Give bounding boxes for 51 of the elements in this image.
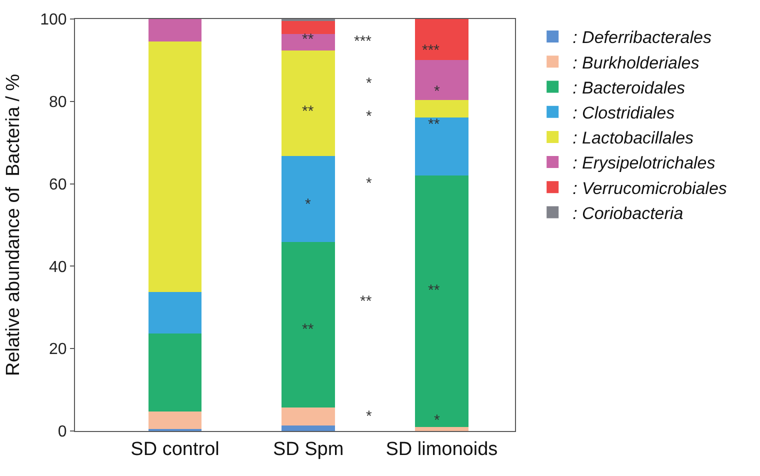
y-tick-label: 20 bbox=[49, 341, 67, 358]
bar bbox=[282, 408, 335, 426]
x-tick-label: SD limonoids bbox=[386, 438, 498, 460]
bar bbox=[282, 426, 335, 431]
annotation: ** bbox=[302, 31, 314, 48]
annotation: ** bbox=[360, 293, 372, 310]
bar bbox=[415, 19, 468, 60]
bar bbox=[415, 60, 468, 100]
legend-label: : Verrucomicrobiales bbox=[572, 178, 728, 198]
annotation: * bbox=[366, 108, 372, 125]
bar bbox=[282, 34, 335, 51]
bar bbox=[415, 100, 468, 118]
y-tick-label: 100 bbox=[40, 12, 67, 29]
bar bbox=[148, 292, 202, 334]
bar bbox=[282, 156, 335, 242]
bar bbox=[282, 50, 335, 156]
annotation: * bbox=[434, 412, 440, 429]
bar bbox=[415, 426, 468, 431]
annotation: * bbox=[366, 408, 372, 425]
bar bbox=[148, 412, 202, 429]
y-tick-label: 0 bbox=[58, 424, 67, 441]
annotation: ** bbox=[428, 116, 440, 133]
bar bbox=[282, 242, 335, 408]
bar bbox=[148, 41, 202, 292]
y-tick-label: 80 bbox=[49, 94, 67, 111]
bar bbox=[282, 21, 335, 34]
annotation: * bbox=[366, 75, 372, 92]
annotation: * bbox=[434, 83, 440, 100]
annotation: * bbox=[305, 196, 311, 213]
y-tick-label: 40 bbox=[49, 258, 67, 276]
y-tick-label: 60 bbox=[49, 176, 67, 194]
legend-label: : Burkholderiales bbox=[572, 53, 700, 72]
legend-label: : Bacteroidales bbox=[572, 78, 686, 98]
bar bbox=[148, 19, 202, 42]
legend-label: : Erysipelotrichales bbox=[572, 154, 716, 173]
legend-label: : Clostridiales bbox=[572, 103, 676, 122]
legend-label: : Lactobacillales bbox=[572, 128, 694, 148]
annotation: *** bbox=[422, 42, 440, 59]
y-axis-title: Relative abundance of Bacteria / % bbox=[2, 74, 24, 376]
annotation: ** bbox=[302, 103, 314, 120]
bar bbox=[415, 176, 468, 427]
bar bbox=[148, 333, 202, 412]
legend-label: : Deferribacterales bbox=[572, 28, 712, 48]
annotation: ** bbox=[302, 321, 314, 338]
bar bbox=[415, 117, 468, 176]
annotation: *** bbox=[354, 33, 372, 50]
x-tick-label: SD Spm bbox=[272, 438, 344, 460]
annotation: ** bbox=[428, 282, 440, 299]
x-tick-label: SD control bbox=[130, 438, 220, 460]
legend-label: : Coriobacteria bbox=[572, 204, 684, 223]
annotation: * bbox=[366, 175, 372, 192]
